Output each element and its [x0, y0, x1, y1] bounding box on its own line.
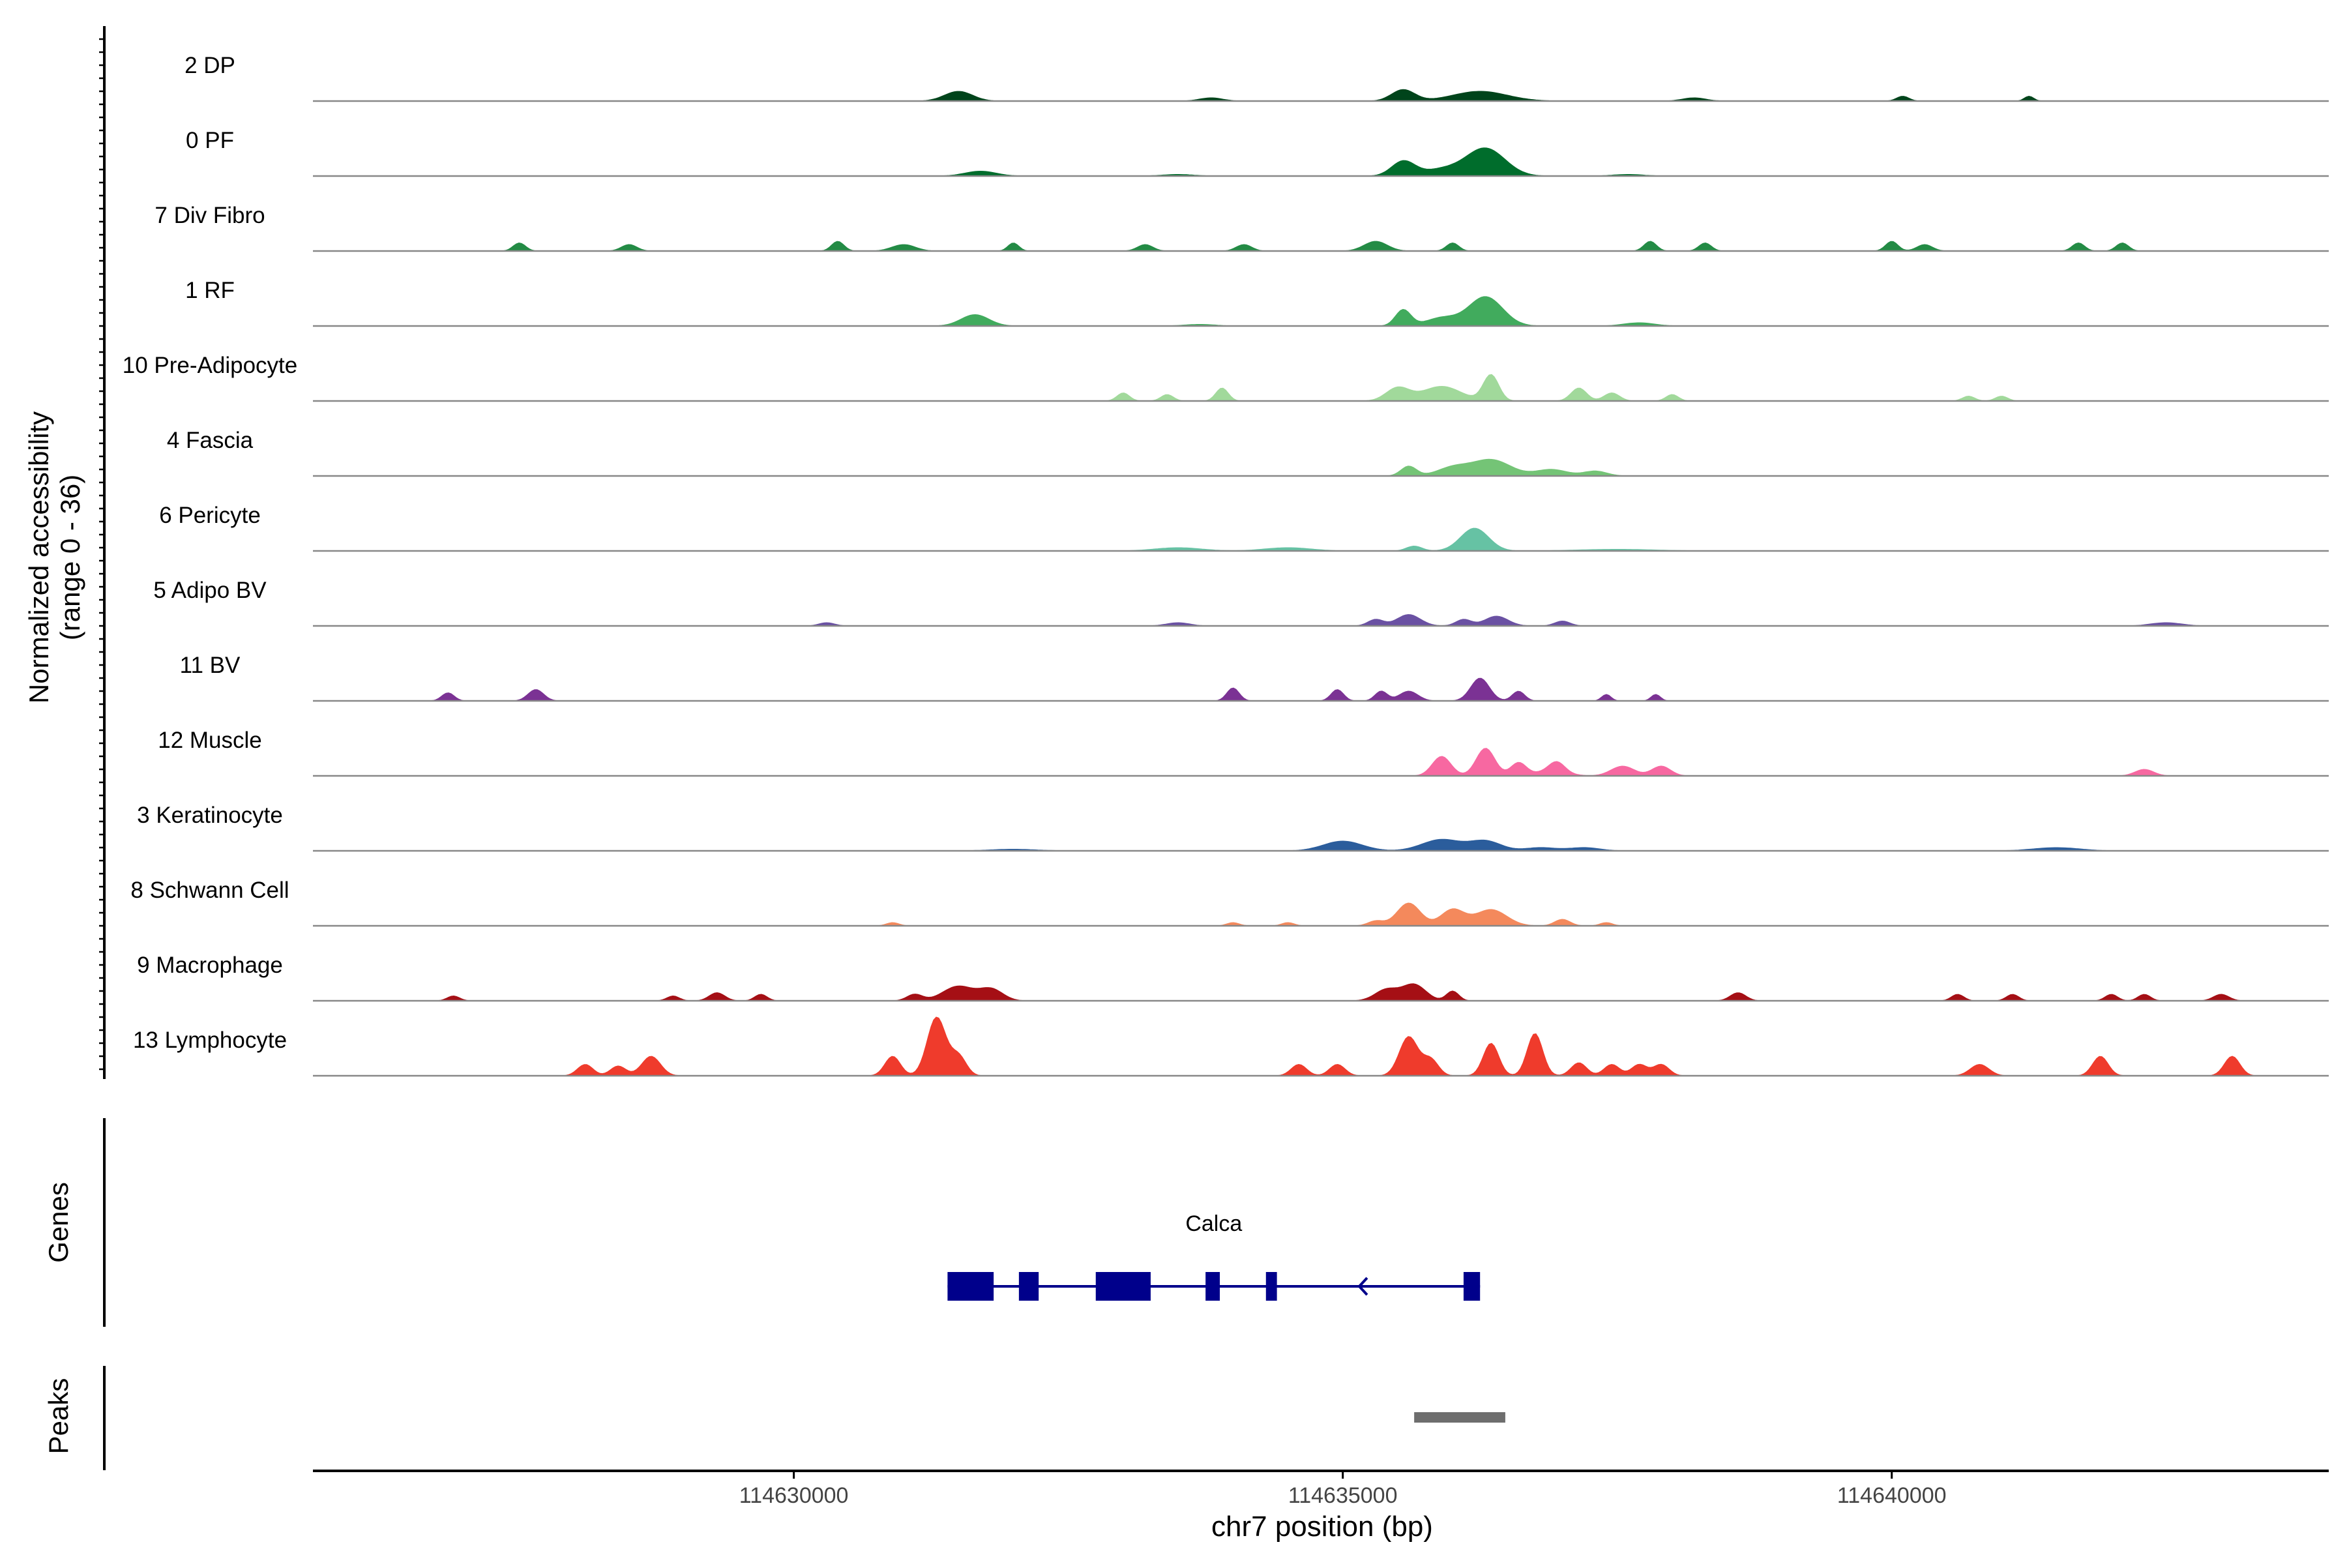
gene-exon: [1095, 1272, 1151, 1301]
coverage-area: [313, 614, 2329, 627]
track-label: 10 Pre-Adipocyte: [123, 353, 297, 378]
coverage-area: [313, 89, 2329, 102]
x-tick-label: 114635000: [1288, 1483, 1398, 1508]
gene-strand-arrow: [1357, 1277, 1368, 1296]
genes-track-label: Genes: [43, 1182, 74, 1263]
coverage-area: [313, 527, 2329, 552]
track-label: 3 Keratinocyte: [137, 803, 283, 828]
track-label: 7 Div Fibro: [155, 203, 265, 228]
coverage-area: [313, 677, 2329, 702]
coverage-area: [313, 374, 2329, 402]
track-label: 11 BV: [180, 653, 241, 678]
coverage-area: [313, 296, 2329, 327]
gene-exon: [947, 1272, 994, 1301]
track-label: 4 Fascia: [167, 428, 254, 453]
track-label: 1 RF: [185, 278, 235, 303]
gene-name-label: Calca: [1185, 1211, 1242, 1236]
coverage-area: [313, 241, 2329, 252]
track-label: 9 Macrophage: [137, 953, 283, 978]
gene-exon: [1265, 1272, 1277, 1301]
track-label: 8 Schwann Cell: [130, 878, 289, 903]
x-tick-label: 114630000: [739, 1483, 849, 1508]
coverage-area: [313, 748, 2329, 777]
track-label: 2 DP: [185, 53, 235, 78]
coverage-area: [313, 147, 2329, 177]
coverage-area: [313, 458, 2329, 477]
track-label: 12 Muscle: [158, 728, 262, 753]
gene-exon: [1018, 1272, 1039, 1301]
peak-region: [1414, 1412, 1505, 1423]
gene-exon: [1205, 1272, 1220, 1301]
plot-marks: 2 DP 0 PF 7 Div Fibro 1 RF 10 Pre-Adipocyte 4…: [99, 26, 2329, 1508]
track-label: 0 PF: [186, 128, 234, 153]
coverage-area: [313, 983, 2329, 1001]
track-label: 6 Pericyte: [159, 503, 261, 528]
x-axis-label: chr7 position (bp): [1211, 1511, 1433, 1543]
y-axis-label-line2: (range 0 - 36): [55, 475, 85, 640]
coverage-area: [313, 902, 2329, 926]
coverage-area: [313, 1016, 2329, 1076]
coverage-area: [313, 838, 2329, 851]
track-label: 13 Lymphocyte: [133, 1028, 287, 1053]
gene-exon: [1463, 1272, 1481, 1301]
track-label: 5 Adipo BV: [153, 578, 267, 603]
x-tick-label: 114640000: [1837, 1483, 1947, 1508]
y-axis-label-line1: Normalized accessibility: [23, 411, 54, 703]
peaks-track-label: Peaks: [43, 1378, 74, 1455]
